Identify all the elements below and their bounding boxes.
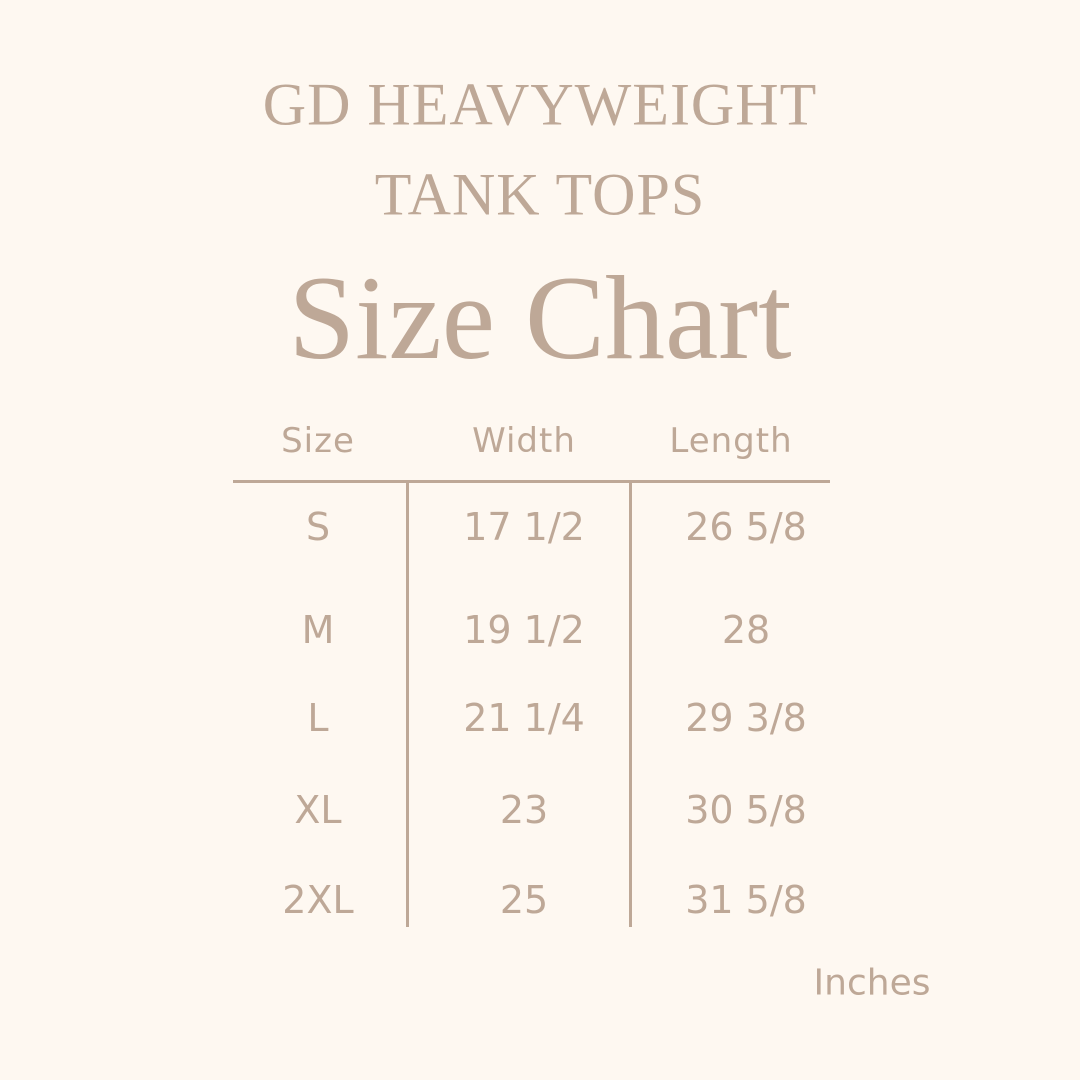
cell-size: S [305, 505, 331, 549]
title-line-2: TANK TOPS [374, 161, 706, 228]
header-length: Length [669, 421, 793, 461]
cell-length: 29 3/8 [685, 696, 807, 740]
cell-length: 26 5/8 [685, 505, 807, 549]
unit-label: Inches [813, 962, 931, 1004]
column-divider-2 [629, 483, 632, 927]
cell-size: XL [294, 788, 342, 832]
cell-width: 17 1/2 [463, 505, 585, 549]
header-width: Width [472, 421, 576, 461]
cell-width: 23 [499, 788, 549, 832]
cell-width: 21 1/4 [463, 696, 585, 740]
title-line-1: GD HEAVYWEIGHT [262, 71, 818, 138]
column-divider-1 [406, 483, 409, 927]
cell-size: 2XL [282, 878, 354, 922]
cell-width: 25 [499, 878, 549, 922]
cell-width: 19 1/2 [463, 608, 585, 652]
header-size: Size [281, 421, 355, 461]
cell-length: 31 5/8 [685, 878, 807, 922]
page-title: Size Chart [288, 251, 792, 384]
cell-length: 30 5/8 [685, 788, 807, 832]
cell-size: M [301, 608, 335, 652]
cell-size: L [307, 696, 329, 740]
header-divider [233, 480, 830, 483]
cell-length: 28 [721, 608, 771, 652]
